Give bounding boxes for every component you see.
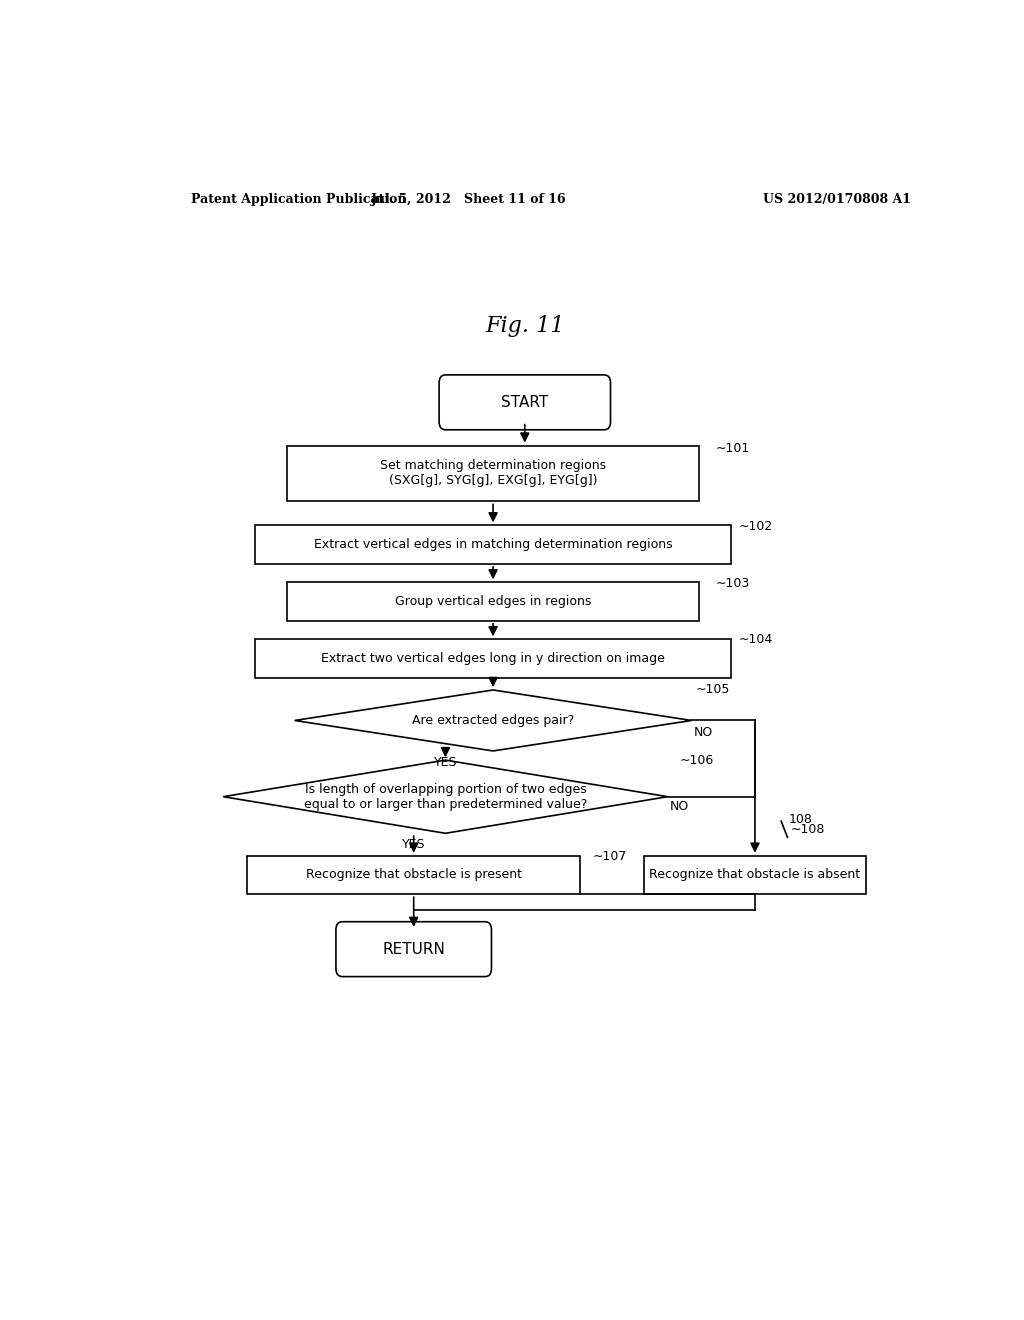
Bar <box>255 525 731 564</box>
Text: NO: NO <box>694 726 713 739</box>
Text: START: START <box>501 395 549 409</box>
Text: Recognize that obstacle is present: Recognize that obstacle is present <box>306 869 521 882</box>
Text: Group vertical edges in regions: Group vertical edges in regions <box>395 595 591 609</box>
Text: Extract vertical edges in matching determination regions: Extract vertical edges in matching deter… <box>313 539 673 552</box>
Text: ∼104: ∼104 <box>739 632 773 645</box>
Bar <box>287 446 699 502</box>
Text: Is length of overlapping portion of two edges
equal to or larger than predetermi: Is length of overlapping portion of two … <box>304 783 587 810</box>
Bar <box>255 639 731 677</box>
Bar <box>247 855 581 894</box>
Text: NO: NO <box>670 800 689 813</box>
Text: ∼108: ∼108 <box>791 822 825 836</box>
Polygon shape <box>223 760 668 833</box>
Polygon shape <box>295 690 691 751</box>
Text: Recognize that obstacle is absent: Recognize that obstacle is absent <box>649 869 860 882</box>
FancyBboxPatch shape <box>336 921 492 977</box>
Text: RETURN: RETURN <box>382 941 445 957</box>
Text: YES: YES <box>402 838 425 851</box>
Text: Set matching determination regions
(SXG[g], SYG[g], EXG[g], EYG[g]): Set matching determination regions (SXG[… <box>380 459 606 487</box>
Text: YES: YES <box>434 756 457 770</box>
Text: ∼107: ∼107 <box>592 850 627 863</box>
Bar <box>287 582 699 620</box>
Text: Jul. 5, 2012   Sheet 11 of 16: Jul. 5, 2012 Sheet 11 of 16 <box>372 193 567 206</box>
Text: Extract two vertical edges long in y direction on image: Extract two vertical edges long in y dir… <box>322 652 665 665</box>
FancyBboxPatch shape <box>439 375 610 430</box>
Text: Patent Application Publication: Patent Application Publication <box>191 193 407 206</box>
Text: ∼103: ∼103 <box>715 577 750 590</box>
Text: 108: 108 <box>790 813 813 825</box>
Text: ∼106: ∼106 <box>680 754 714 767</box>
Text: ∼101: ∼101 <box>715 442 750 454</box>
Text: Are extracted edges pair?: Are extracted edges pair? <box>412 714 574 727</box>
Text: Fig. 11: Fig. 11 <box>485 315 564 337</box>
Text: US 2012/0170808 A1: US 2012/0170808 A1 <box>763 193 911 206</box>
Bar <box>644 855 866 894</box>
Text: ∼102: ∼102 <box>739 520 773 533</box>
Text: ∼105: ∼105 <box>695 684 730 697</box>
